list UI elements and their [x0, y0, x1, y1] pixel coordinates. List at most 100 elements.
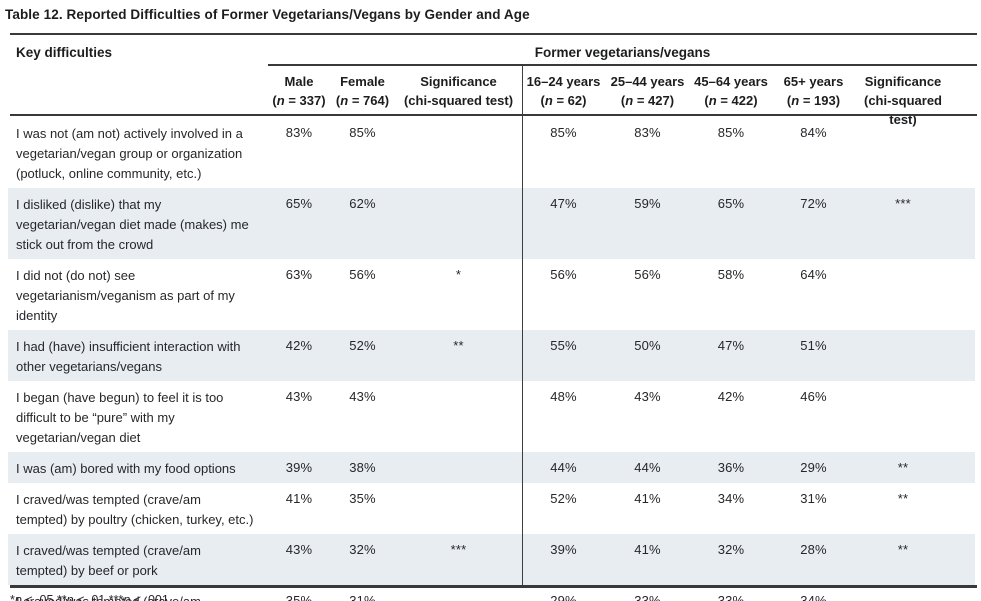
cell-age-65-plus: 72%	[800, 196, 827, 211]
col-header-significance-age: Significance (chi-squared test)	[863, 74, 942, 127]
table-row: I craved/was tempted (crave/am tempted) …	[0, 585, 981, 601]
cell-male: 39%	[285, 460, 313, 475]
table-bottom-border	[10, 585, 977, 588]
table-row: I began (have begun) to feel it is too d…	[0, 381, 981, 452]
row-shading	[8, 534, 975, 585]
row-label: I had (have) insufficient interaction wi…	[16, 339, 241, 374]
cell-age-16-24: 47%	[550, 196, 577, 211]
gender-age-divider	[522, 66, 523, 585]
cell-significance-age	[855, 117, 981, 188]
row-label: I disliked (dislike) that my vegetarian/…	[16, 197, 249, 252]
cell-age-45-64: 65%	[717, 196, 745, 211]
cell-significance-age	[855, 330, 981, 381]
row-label: I craved/was tempted (crave/am tempted) …	[16, 492, 254, 527]
row-label: I was not (am not) actively involved in …	[16, 126, 243, 181]
row-shading	[8, 330, 975, 381]
cell-age-45-64: 42%	[717, 389, 745, 404]
cell-age-16-24: 39%	[550, 542, 577, 557]
table-row: I had (have) insufficient interaction wi…	[0, 330, 981, 381]
cell-female: 32%	[349, 542, 376, 557]
cell-significance-gender	[395, 117, 522, 188]
cell-female: 62%	[349, 196, 376, 211]
cell-significance-gender	[395, 381, 522, 452]
cell-age-16-24: 85%	[550, 125, 577, 140]
cell-male: 35%	[285, 593, 313, 601]
cell-age-25-44: 83%	[634, 125, 661, 140]
row-label: I craved/was tempted (crave/am tempted) …	[0, 585, 268, 601]
cell-male: 63%	[285, 267, 313, 282]
table-row: I was not (am not) actively involved in …	[0, 117, 981, 188]
cell-female: 43%	[349, 389, 376, 404]
table-row: I craved/was tempted (crave/am tempted) …	[0, 483, 981, 534]
cell-significance-age	[855, 585, 981, 601]
cell-female: 85%	[349, 125, 376, 140]
cell-age-16-24: 48%	[550, 389, 577, 404]
row-group-header: Key difficulties	[16, 45, 113, 60]
cell-significance-gender: ***	[450, 542, 467, 557]
cell-age-45-64: 85%	[717, 125, 745, 140]
col-header-age-65-plus: 65+ years (n = 193)	[783, 74, 844, 108]
cell-male: 42%	[285, 338, 313, 353]
table-row: I disliked (dislike) that my vegetarian/…	[0, 188, 981, 259]
col-header-age-25-44: 25–44 years (n = 427)	[610, 74, 685, 108]
col-header-male: Male (n = 337)	[272, 74, 326, 108]
cell-age-16-24: 29%	[550, 593, 577, 601]
cell-significance-age: **	[897, 460, 909, 475]
cell-age-45-64: 47%	[717, 338, 745, 353]
cell-age-16-24: 55%	[550, 338, 577, 353]
table-title: Table 12. Reported Difficulties of Forme…	[5, 7, 530, 22]
cell-age-65-plus: 64%	[800, 267, 827, 282]
cell-female: 56%	[349, 267, 376, 282]
col-header-age-16-24: 16–24 years (n = 62)	[526, 74, 601, 108]
cell-female: 35%	[349, 491, 376, 506]
cell-male: 65%	[285, 196, 313, 211]
cell-age-25-44: 50%	[634, 338, 661, 353]
cell-age-65-plus: 29%	[800, 460, 827, 475]
table-row: I did not (do not) see vegetarianism/veg…	[0, 259, 981, 330]
cell-male: 43%	[285, 542, 313, 557]
cell-significance-gender	[395, 452, 522, 483]
table-row: I craved/was tempted (crave/am tempted) …	[0, 534, 981, 585]
cell-age-45-64: 32%	[717, 542, 745, 557]
cell-female: 38%	[349, 460, 376, 475]
cell-age-65-plus: 28%	[800, 542, 827, 557]
column-group-header: Former vegetarians/vegans	[534, 45, 711, 60]
cell-age-65-plus: 84%	[800, 125, 827, 140]
footnote: *p < .05 **p < .01 ***p < .001	[10, 593, 169, 601]
header-divider	[10, 114, 977, 116]
cell-significance-gender	[395, 188, 522, 259]
cell-age-45-64: 58%	[717, 267, 745, 282]
cell-age-16-24: 44%	[550, 460, 577, 475]
cell-significance-age	[855, 259, 981, 330]
cell-age-25-44: 41%	[634, 491, 661, 506]
cell-age-25-44: 41%	[634, 542, 661, 557]
cell-significance-age: ***	[895, 196, 911, 211]
cell-age-45-64: 33%	[717, 593, 745, 601]
col-header-female: Female (n = 764)	[335, 74, 390, 108]
table-row: I was (am) bored with my food options 39%…	[0, 452, 981, 483]
row-label: I craved/was tempted (crave/am tempted) …	[16, 543, 201, 578]
cell-age-65-plus: 31%	[800, 491, 827, 506]
cell-significance-gender	[395, 585, 522, 601]
cell-age-45-64: 34%	[717, 491, 745, 506]
cell-age-16-24: 56%	[550, 267, 577, 282]
column-group-divider	[268, 64, 977, 66]
cell-significance-gender: *	[455, 267, 462, 282]
cell-age-25-44: 44%	[634, 460, 661, 475]
row-label: I was (am) bored with my food options	[16, 461, 236, 476]
cell-female: 52%	[349, 338, 376, 353]
cell-age-65-plus: 51%	[800, 338, 827, 353]
cell-age-45-64: 36%	[717, 460, 745, 475]
row-label: I began (have begun) to feel it is too d…	[16, 390, 224, 445]
cell-age-25-44: 59%	[634, 196, 661, 211]
cell-significance-age: **	[897, 542, 909, 557]
cell-significance-gender	[395, 483, 522, 534]
cell-male: 43%	[285, 389, 313, 404]
cell-age-25-44: 33%	[634, 593, 661, 601]
cell-age-65-plus: 34%	[800, 593, 827, 601]
cell-significance-gender: **	[453, 338, 464, 353]
cell-significance-age	[855, 381, 981, 452]
cell-male: 83%	[285, 125, 313, 140]
cell-significance-age: **	[897, 491, 909, 506]
